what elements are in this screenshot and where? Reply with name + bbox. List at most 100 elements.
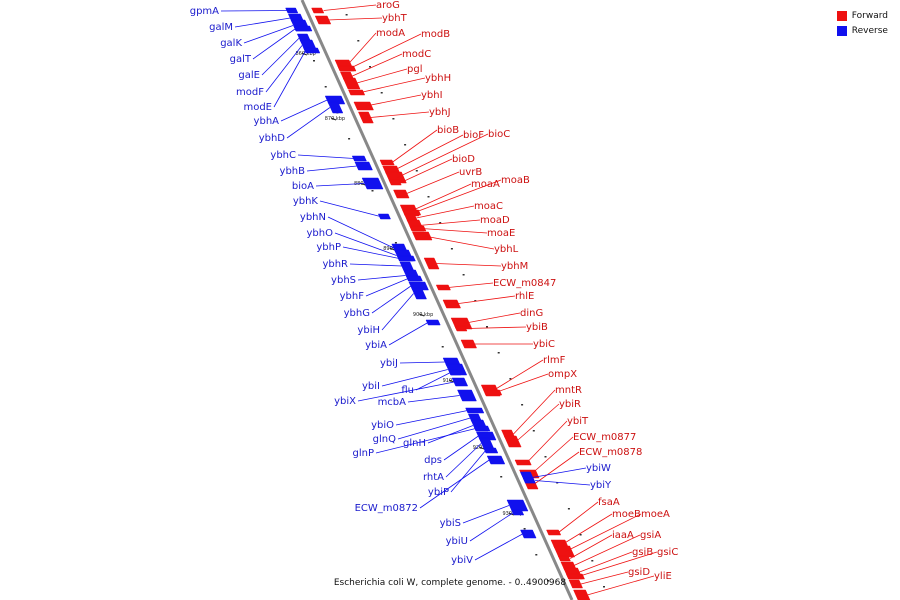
track-marker	[497, 352, 500, 354]
reverse-gene-label: ECW_m0872	[355, 503, 418, 514]
forward-gene-leader	[391, 129, 438, 163]
reverse-gene-block	[465, 407, 485, 414]
forward-gene-leader	[360, 77, 426, 93]
reverse-gene-leader	[280, 99, 328, 122]
reverse-gene-block	[351, 155, 367, 162]
forward-gene-leader	[412, 183, 472, 211]
forward-gene-leader	[466, 326, 527, 329]
reverse-gene-block	[486, 455, 506, 465]
reverse-gene-leader	[443, 435, 479, 461]
track-marker	[474, 300, 477, 302]
reverse-gene-leader	[462, 505, 510, 524]
reverse-gene-leader	[375, 428, 476, 454]
track-marker	[509, 378, 512, 380]
track-marker	[404, 144, 407, 146]
reverse-gene-label: ybhG	[344, 308, 370, 319]
forward-gene-block	[546, 529, 562, 536]
reverse-gene-leader	[399, 361, 446, 364]
forward-gene-label: iaaA	[612, 530, 634, 541]
forward-gene-label: bioB	[437, 125, 459, 136]
reverse-gene-leader	[381, 293, 414, 331]
forward-gene-block	[514, 459, 532, 466]
forward-gene-label: ybhM	[501, 261, 528, 272]
reverse-gene-block	[303, 47, 321, 54]
reverse-gene-label: ybhB	[280, 166, 306, 177]
track-marker	[567, 508, 570, 510]
forward-gene-label: moaB	[501, 175, 530, 186]
forward-gene-label: gsiD	[628, 567, 650, 578]
reverse-gene-block	[405, 275, 423, 282]
reverse-gene-label: galK	[220, 38, 242, 49]
reverse-gene-label: ybiJ	[380, 358, 398, 369]
reverse-gene-label: bioA	[292, 181, 314, 192]
forward-gene-label: ybiR	[559, 399, 581, 410]
forward-gene-leader	[531, 436, 574, 475]
reverse-gene-block	[399, 261, 414, 271]
reverse-gene-label: ybhC	[270, 150, 296, 161]
forward-gene-label: moaC	[474, 201, 503, 212]
reverse-gene-leader	[532, 467, 587, 478]
reverse-gene-leader	[397, 417, 471, 440]
forward-gene-label: ECW_m0877	[573, 432, 636, 443]
reverse-gene-leader	[357, 381, 455, 402]
scale-tick-label: 900 kbp	[413, 312, 433, 318]
reverse-gene-leader	[407, 395, 460, 403]
forward-gene-block	[557, 555, 571, 562]
forward-gene-block	[348, 89, 366, 96]
track-marker	[462, 274, 465, 276]
track-marker	[532, 430, 535, 432]
forward-gene-leader	[562, 513, 613, 545]
track-marker	[547, 580, 549, 582]
forward-gene-leader	[493, 359, 544, 391]
reverse-gene-leader	[535, 480, 591, 486]
forward-gene-block	[388, 179, 402, 186]
reverse-gene-label: glnP	[353, 448, 375, 459]
track-marker	[380, 92, 383, 94]
reverse-gene-label: modE	[243, 102, 272, 113]
reverse-gene-leader	[415, 372, 451, 391]
forward-gene-label: moeA	[641, 509, 670, 520]
scale-tick-label: 860 kbp	[295, 51, 315, 57]
track-marker	[371, 190, 374, 192]
forward-gene-label: moeB	[612, 509, 641, 520]
forward-gene-label: gsiA	[640, 530, 661, 541]
track-marker	[500, 476, 503, 478]
reverse-gene-label: ybhS	[331, 275, 356, 286]
scale-tick	[389, 247, 395, 251]
reverse-gene-label: galE	[238, 70, 260, 81]
forward-gene-label: moaD	[480, 215, 510, 226]
reverse-gene-leader	[349, 263, 402, 267]
reverse-gene-leader	[334, 232, 397, 256]
legend-forward: Forward	[836, 8, 888, 23]
reverse-gene-leader	[445, 443, 482, 478]
forward-gene-block	[393, 189, 410, 199]
forward-gene-block	[454, 325, 468, 332]
forward-gene-label: ybhJ	[429, 107, 451, 118]
reverse-gene-label: ybiI	[362, 381, 380, 392]
track-marker	[556, 482, 559, 484]
reverse-gene-leader	[371, 285, 412, 314]
reverse-gene-label: ybhK	[293, 196, 319, 207]
forward-gene-block	[568, 579, 583, 589]
legend-reverse: Reverse	[836, 23, 888, 38]
track-marker	[544, 456, 547, 458]
track-marker	[523, 528, 526, 530]
forward-gene-leader	[513, 389, 556, 435]
reverse-gene-label: gpmA	[190, 6, 219, 17]
reverse-gene-leader	[474, 533, 523, 561]
genome-caption: Escherichia coli W, complete genome. - 0…	[333, 578, 567, 588]
track-marker	[579, 534, 582, 536]
forward-gene-leader	[448, 282, 494, 288]
track-marker	[394, 242, 397, 244]
forward-gene-block	[442, 299, 461, 309]
forward-gene-leader	[421, 228, 488, 234]
forward-gene-leader	[463, 312, 521, 324]
reverse-gene-label: modF	[236, 87, 264, 98]
reverse-gene-block	[457, 389, 477, 402]
forward-gene-leader	[414, 179, 502, 213]
reverse-gene-block	[522, 477, 536, 484]
reverse-gene-block	[411, 287, 427, 300]
reverse-gene-leader	[365, 278, 409, 297]
reverse-gene-label: ybiP	[428, 487, 449, 498]
scale-tick	[419, 313, 425, 317]
